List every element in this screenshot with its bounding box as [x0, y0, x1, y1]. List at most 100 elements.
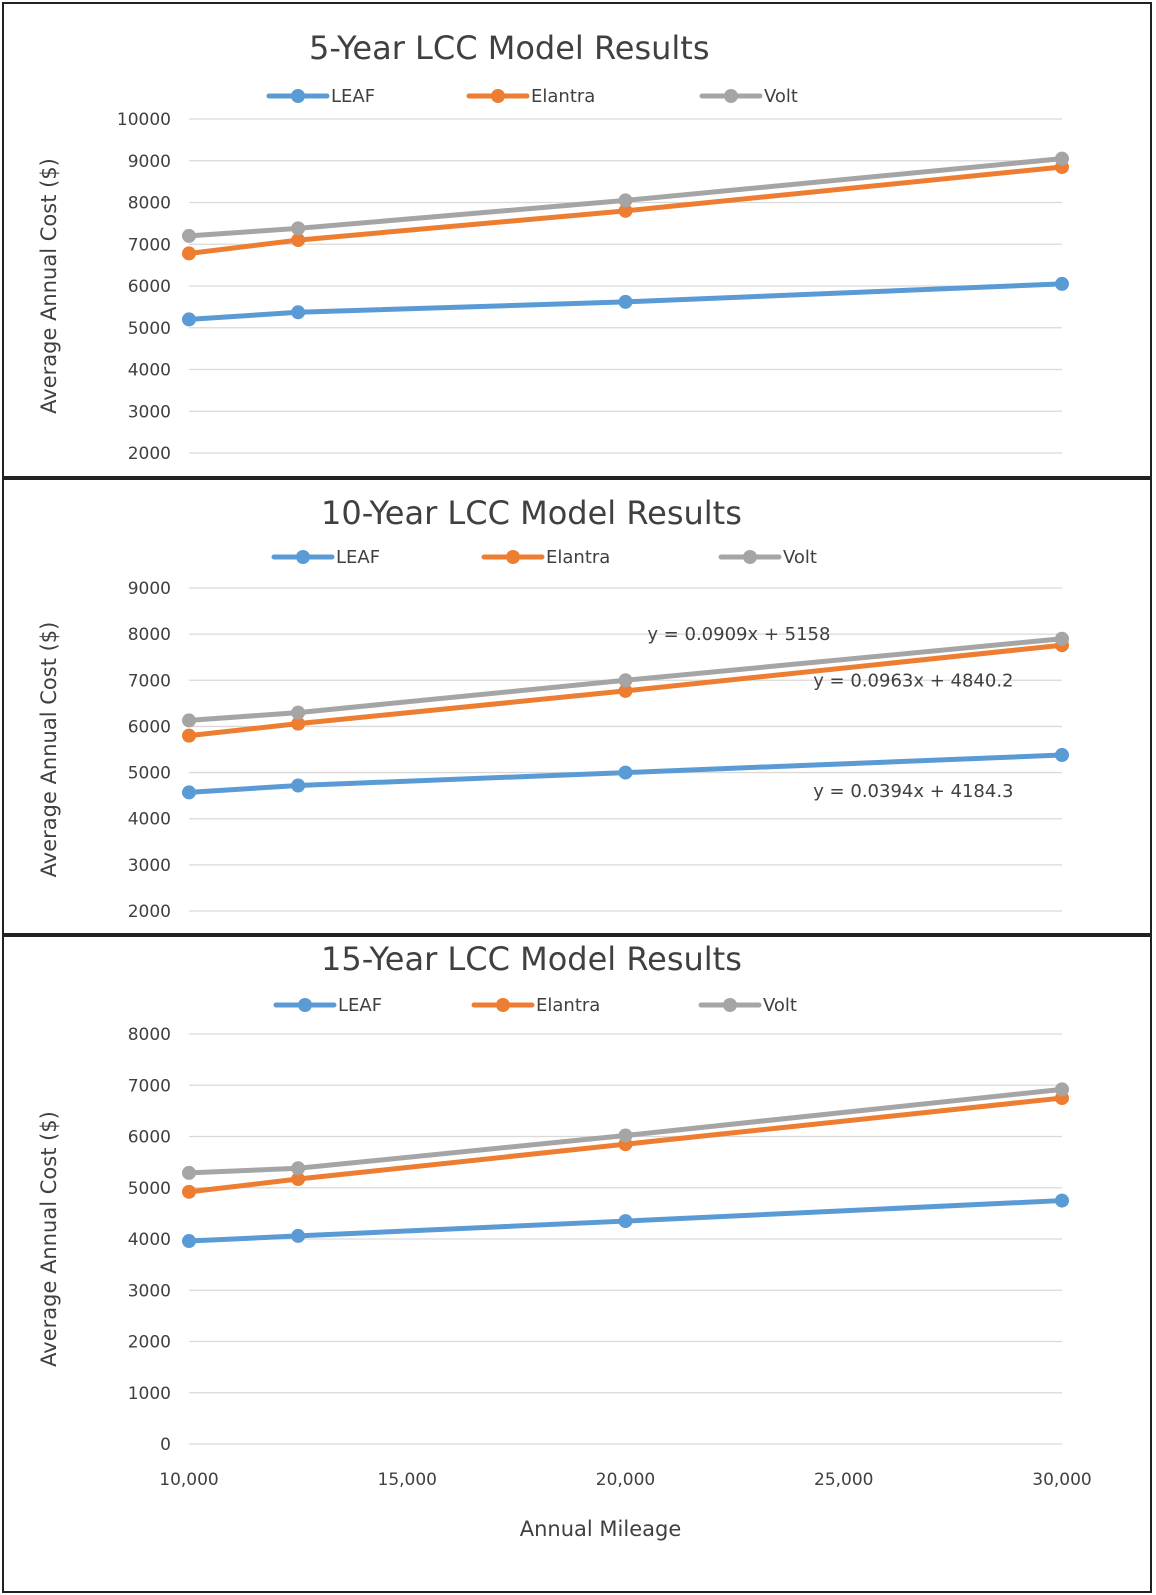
y-axis-title: Average Annual Cost ($)	[37, 158, 61, 414]
y-tick-label: 6000	[128, 277, 171, 297]
y-tick-label: 8000	[128, 194, 171, 214]
data-point-volt	[182, 228, 196, 243]
data-point-elantra	[291, 716, 306, 731]
legend-marker-leaf	[296, 550, 310, 564]
legend-label-leaf: LEAF	[331, 86, 375, 107]
series-line-elantra	[186, 1095, 1065, 1195]
legend-marker-leaf	[291, 89, 305, 103]
legend-label-leaf: LEAF	[336, 547, 380, 568]
y-tick-label: 7000	[128, 1076, 171, 1096]
x-tick-label: 20,000	[596, 1470, 655, 1490]
legend-label-elantra: Elantra	[536, 995, 600, 1016]
y-tick-label: 8000	[128, 625, 171, 645]
series-line-volt	[186, 1086, 1065, 1176]
legend-label-leaf: LEAF	[338, 995, 382, 1016]
data-point-volt	[182, 713, 196, 728]
y-tick-label: 10000	[117, 110, 171, 130]
x-tick-label: 10,000	[159, 1470, 218, 1490]
y-tick-label: 5000	[128, 319, 171, 339]
legend-label-elantra: Elantra	[531, 86, 595, 107]
chart-5-year-svg: 5-Year LCC Model Results 2000 3000 4000 5000…	[37, 29, 1069, 464]
legend-label-volt: Volt	[764, 86, 798, 107]
trendline-equation: y = 0.0909x + 5158	[647, 624, 830, 645]
legend-marker-leaf	[298, 998, 312, 1012]
y-tick-label: 5000	[128, 764, 171, 784]
y-axis-title: Average Annual Cost ($)	[37, 1111, 61, 1367]
chart-title: 5-Year LCC Model Results	[309, 29, 710, 67]
legend-marker-elantra	[496, 998, 510, 1012]
legend-label-elantra: Elantra	[546, 547, 610, 568]
legend-marker-volt	[724, 89, 738, 103]
legend-marker-volt	[743, 550, 757, 564]
data-point-volt	[618, 673, 633, 688]
data-point-volt	[1055, 151, 1069, 166]
data-point-volt	[1055, 631, 1069, 646]
y-tick-label: 2000	[128, 444, 171, 464]
series-line-elantra	[186, 642, 1065, 739]
chart-panel-10-year: 10-Year LCC Model Results 2000 3000 4000 500…	[2, 478, 1152, 935]
y-tick-label: 4000	[128, 361, 171, 381]
data-point-leaf	[291, 1228, 306, 1243]
data-point-volt	[291, 1161, 306, 1176]
data-point-volt	[182, 1165, 196, 1180]
data-point-elantra	[182, 728, 196, 743]
legend-label-volt: Volt	[763, 995, 797, 1016]
trendline-equation: y = 0.0963x + 4840.2	[813, 670, 1013, 691]
data-point-elantra	[618, 203, 633, 218]
series-line-leaf	[186, 1198, 1065, 1244]
chart-title: 15-Year LCC Model Results	[321, 940, 742, 978]
data-point-elantra	[618, 683, 633, 698]
legend-label-volt: Volt	[783, 547, 817, 568]
data-point-leaf	[618, 765, 633, 780]
y-tick-label: 3000	[128, 856, 171, 876]
y-tick-label: 6000	[128, 717, 171, 737]
data-point-volt	[291, 221, 306, 236]
series-line-volt	[186, 636, 1065, 723]
data-point-elantra	[291, 233, 306, 248]
y-tick-label: 4000	[128, 1230, 171, 1250]
data-point-volt	[291, 705, 306, 720]
y-tick-label: 9000	[128, 579, 171, 599]
chart-panel-5-year: 5-Year LCC Model Results 2000 3000 4000 5000…	[2, 2, 1152, 478]
y-tick-label: 6000	[128, 1128, 171, 1148]
x-tick-label: 30,000	[1032, 1470, 1091, 1490]
y-tick-label: 0	[160, 1435, 171, 1455]
chart-title: 10-Year LCC Model Results	[321, 494, 742, 532]
y-tick-label: 2000	[128, 1333, 171, 1353]
series-line-elantra	[186, 164, 1065, 256]
data-point-leaf	[1055, 1193, 1069, 1208]
y-tick-label: 7000	[128, 671, 171, 691]
y-tick-label: 1000	[128, 1384, 171, 1404]
y-axis-title: Average Annual Cost ($)	[37, 622, 61, 878]
series-line-leaf	[186, 281, 1065, 322]
data-point-leaf	[618, 294, 633, 309]
data-point-volt	[618, 1128, 633, 1143]
data-point-elantra	[291, 1172, 306, 1187]
data-point-leaf	[618, 1214, 633, 1229]
data-point-leaf	[291, 778, 306, 793]
data-point-leaf	[1055, 276, 1069, 291]
y-tick-label: 8000	[128, 1025, 171, 1045]
y-tick-label: 3000	[128, 402, 171, 422]
y-tick-label: 7000	[128, 235, 171, 255]
data-point-elantra	[182, 1184, 196, 1199]
y-tick-label: 3000	[128, 1281, 171, 1301]
legend-marker-elantra	[491, 89, 505, 103]
legend-marker-volt	[723, 998, 737, 1012]
x-axis-title: Annual Mileage	[520, 1517, 682, 1541]
data-point-leaf	[182, 785, 196, 800]
data-point-leaf	[291, 305, 306, 320]
legend-marker-elantra	[506, 550, 520, 564]
y-tick-label: 2000	[128, 902, 171, 922]
chart-10-year-svg: 10-Year LCC Model Results 2000 3000 4000 500…	[37, 494, 1069, 922]
y-tick-label: 9000	[128, 152, 171, 172]
data-point-elantra	[182, 246, 196, 261]
x-tick-label: 25,000	[814, 1470, 873, 1490]
data-point-volt	[1055, 1082, 1069, 1097]
chart-15-year-svg: 15-Year LCC Model Results 0 1000 2000 3000 40…	[37, 940, 1092, 1541]
series-line-leaf	[186, 752, 1065, 795]
trendline-equation: y = 0.0394x + 4184.3	[813, 781, 1013, 802]
chart-panel-15-year: 15-Year LCC Model Results 0 1000 2000 3000 40…	[2, 935, 1152, 1593]
data-point-leaf	[182, 1234, 196, 1249]
data-point-leaf	[182, 312, 196, 327]
